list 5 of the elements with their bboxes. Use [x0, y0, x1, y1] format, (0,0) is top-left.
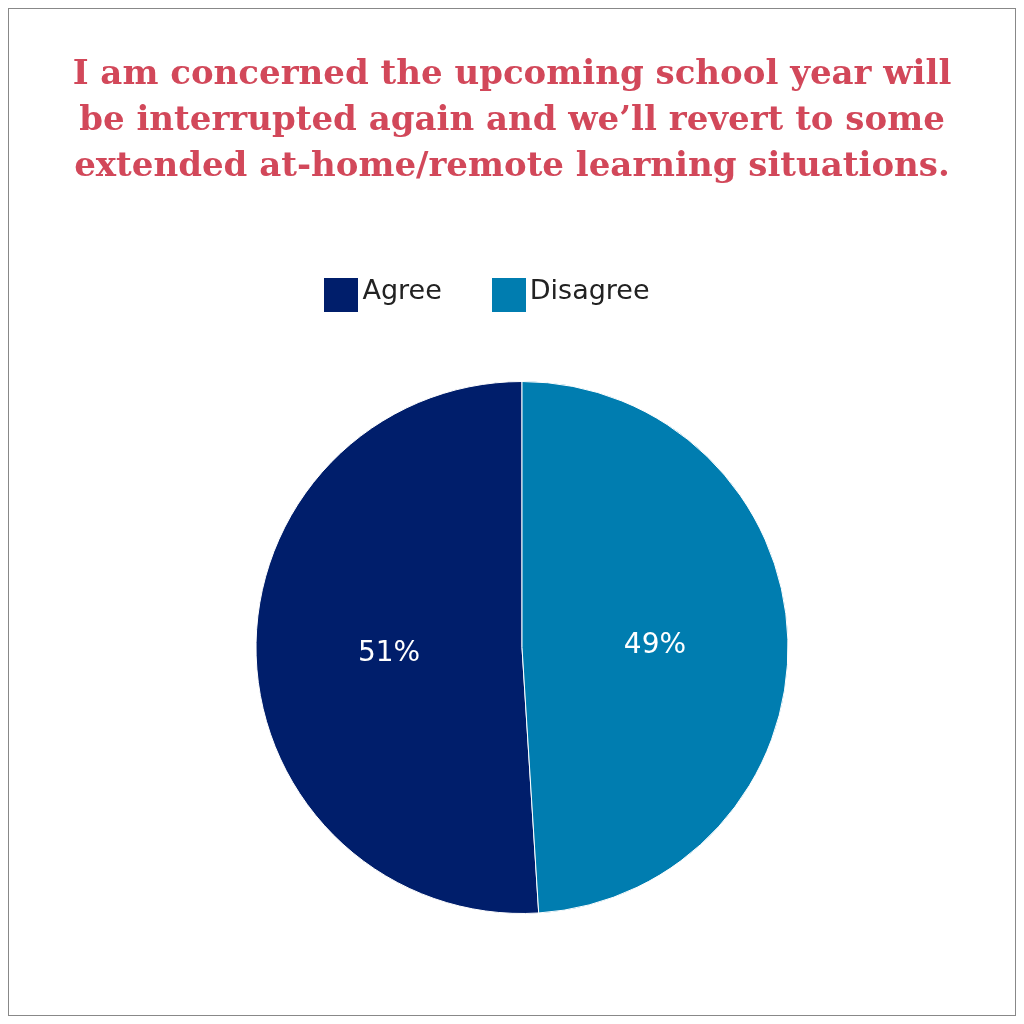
- data-label: 49%: [623, 626, 687, 660]
- chart-title: I am concerned the upcoming school year will be interrupted again and we’ll revert to some extended at-home/remote learning situations.: [71, 51, 953, 186]
- legend-label: Agree: [362, 274, 442, 305]
- data-label: 51%: [357, 635, 421, 669]
- legend-label: Disagree: [529, 274, 650, 305]
